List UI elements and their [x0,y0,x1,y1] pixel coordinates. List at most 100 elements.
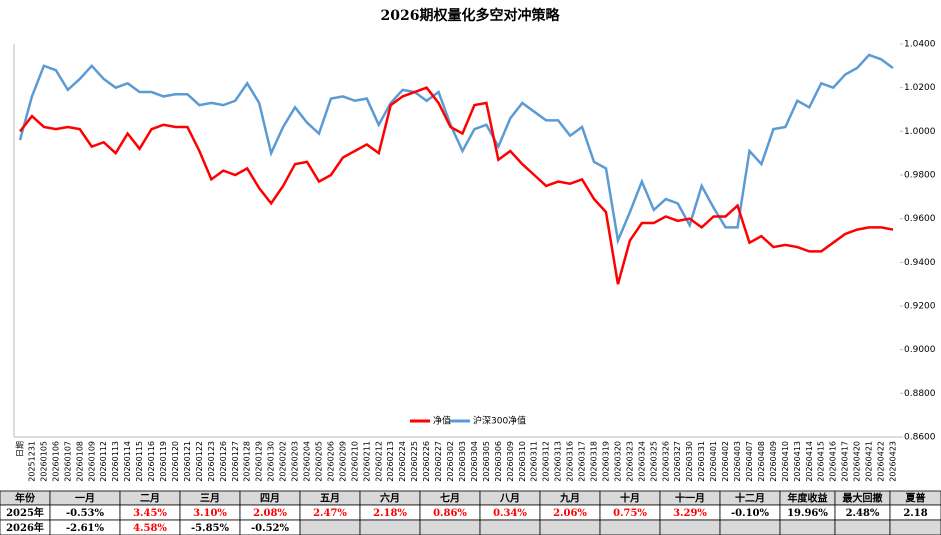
x-tick-label: 20260303 [458,441,467,482]
table-value: -0.52% [251,523,290,534]
series-line [18,53,894,245]
table-value: -0.53% [66,508,105,519]
table-header: 一月 [75,493,95,505]
table-value: 2.18 [903,508,927,519]
x-tick-label: 20260108 [75,441,84,482]
x-tick-label: 20260119 [159,441,168,482]
x-tick-label: 20260305 [482,441,491,482]
table-value: 2.48% [846,508,880,519]
x-tick-label: 20260421 [865,441,874,482]
table-header: 夏普 [905,492,926,505]
series-line [19,86,894,285]
y-tick-label: 0.8600 [904,433,936,443]
table-cell [659,519,721,535]
x-tick-label: 20260413 [793,441,802,482]
x-tick-label: 20260106 [51,441,60,482]
x-tick-label: 20260325 [649,441,658,482]
x-tick-label: 20260129 [255,441,264,482]
y-tick-label: 1.0000 [904,127,936,137]
table-value: 3.29% [673,508,707,519]
x-tick-label: 20260408 [757,441,766,482]
x-tick-label: 20260212 [374,441,383,482]
x-tick-label: 20260213 [386,441,395,482]
x-tick-label: 20260326 [661,441,670,482]
x-tick-label: 20260330 [685,441,694,482]
x-tick-label: 20260324 [637,441,646,482]
x-tick-label: 20260206 [326,441,335,482]
x-tick-label: 20260302 [446,441,455,482]
table-cell [419,519,481,535]
table-header: 十一月 [675,492,705,505]
x-tick-label: 20260417 [841,441,850,482]
x-tick-label: 20260403 [733,441,742,482]
x-tick-label: 20251231 [27,441,36,482]
x-tick-label: 20260304 [470,441,479,482]
y-tick-label: 0.9000 [904,345,936,355]
table-header: 八月 [499,493,520,505]
x-tick-label: 20260313 [554,441,563,482]
table-value: 0.34% [493,508,527,519]
x-tick-label: 20260225 [410,441,419,482]
table-header: 年份 [15,492,36,505]
table-value: 2026年 [6,521,44,534]
x-tick-label: 日期 [16,441,25,457]
table-cell [359,519,421,535]
x-tick-label: 20260309 [506,441,515,482]
x-tick-label: 20260331 [697,441,706,482]
x-tick-label: 20260128 [243,441,252,482]
x-tick-label: 20260415 [817,441,826,482]
x-tick-label: 20260210 [350,441,359,482]
x-tick-label: 20260226 [422,441,431,482]
table-header: 五月 [320,493,340,505]
table-value: 2.08% [253,508,287,519]
y-tick-label: 0.9400 [904,258,936,268]
x-tick-label: 20260114 [123,441,132,482]
x-tick-label: 20260402 [721,441,730,482]
table-value: -0.10% [731,508,770,519]
table-value: 2.18% [373,508,407,519]
x-tick-label: 20260323 [625,441,634,482]
table-header: 三月 [200,493,220,505]
table-value: -5.85% [191,523,230,534]
x-tick-label: 20260407 [745,441,754,482]
x-tick-label: 20260205 [314,441,323,482]
x-tick-label: 20260105 [39,441,48,482]
x-tick-label: 20260320 [613,441,622,482]
x-tick-label: 20260130 [267,441,276,482]
x-tick-label: 20260409 [769,441,778,482]
table-header: 二月 [140,493,160,505]
x-tick-label: 20260116 [147,441,156,482]
x-tick-label: 20260203 [291,441,300,482]
table-cell [539,519,601,535]
x-tick-label: 20260420 [853,441,862,482]
legend-label: 净值 [433,415,451,427]
table-value: 0.75% [613,508,647,519]
x-tick-label: 20260204 [303,441,312,482]
table-value: 2.06% [553,508,587,519]
legend-label: 沪深300净值 [473,415,526,427]
x-tick-label: 20260120 [171,441,180,482]
x-tick-label: 20260317 [578,441,587,482]
x-tick-label: 20260202 [279,441,288,482]
y-tick-label: 0.9200 [904,302,936,312]
table-value: -2.61% [66,523,105,534]
table-value: 2025年 [6,506,44,519]
x-tick-label: 20260211 [362,441,371,482]
x-tick-label: 20260327 [673,441,682,482]
x-tick-label: 20260123 [207,441,216,482]
table-cell [834,519,891,535]
table-cell [719,519,781,535]
x-tick-label: 20260423 [889,441,898,482]
table-header: 十二月 [735,492,765,505]
table-value: 3.10% [193,508,227,519]
x-tick-label: 20260115 [135,441,144,482]
x-tick-label: 20260107 [63,441,72,482]
table-cell [779,519,836,535]
table-header: 最大回撤 [843,492,883,505]
x-tick-label: 20260227 [434,441,443,482]
table-header: 九月 [559,492,580,505]
x-tick-label: 20260422 [877,441,886,482]
x-tick-label: 20260401 [709,441,718,482]
x-tick-label: 20260126 [219,441,228,482]
